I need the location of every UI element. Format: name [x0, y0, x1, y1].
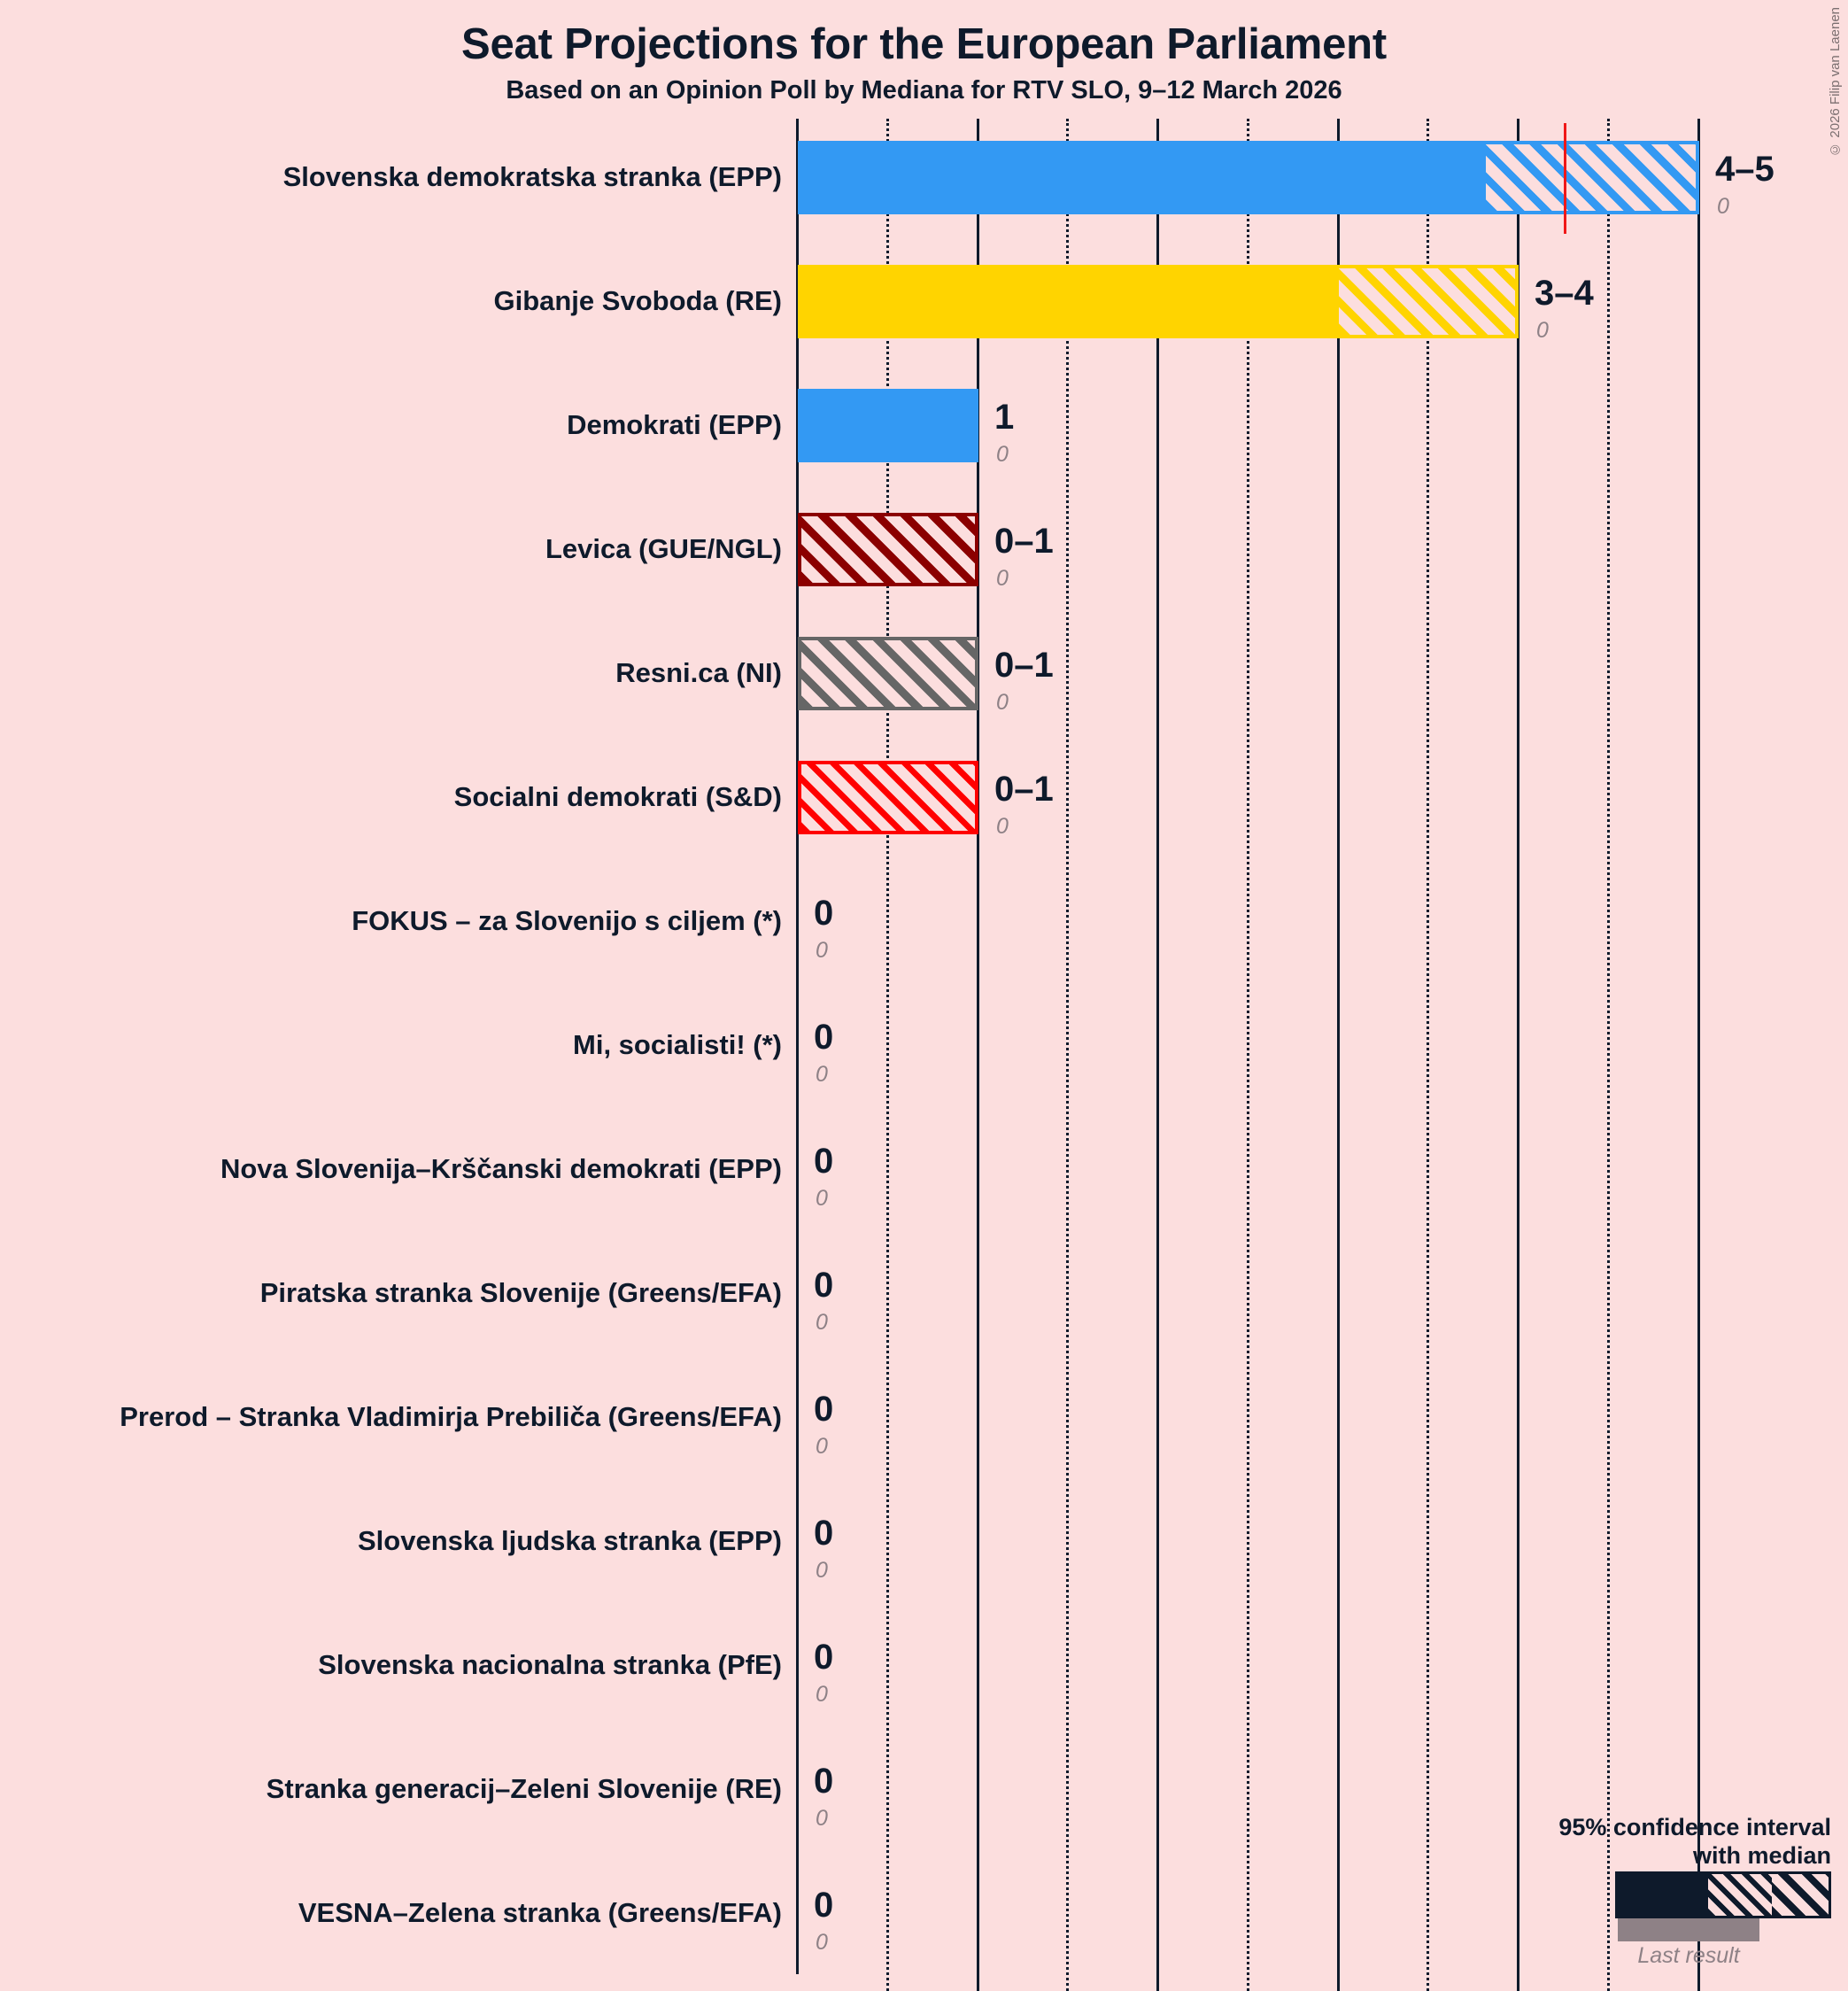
legend-crosshatch-segment	[1708, 1874, 1772, 1916]
bar-6	[798, 761, 978, 834]
legend-caption-line2: with median	[1692, 1841, 1831, 1869]
party-label: Prerod – Stranka Vladimirja Prebiliča (G…	[120, 1400, 782, 1432]
bar-1	[798, 141, 1699, 214]
last-result-value: 0	[996, 565, 1009, 591]
party-label: FOKUS – za Slovenijo s ciljem (*)	[352, 904, 782, 936]
bar-median-segment	[798, 265, 1339, 338]
last-result-value: 0	[816, 1185, 828, 1211]
last-result-value: 0	[816, 937, 828, 963]
legend-hatch-segment	[1772, 1874, 1829, 1916]
y-axis-line	[796, 119, 799, 1974]
x-gridline-3_5	[1427, 119, 1429, 1991]
bar-median-segment	[798, 141, 1486, 214]
party-label: Slovenska demokratska stranka (EPP)	[282, 160, 782, 192]
value-label: 0–1	[994, 645, 1054, 685]
party-label: Piratska stranka Slovenije (Greens/EFA)	[259, 1276, 782, 1308]
bar-ci-segment	[1486, 141, 1699, 214]
bar-4	[798, 513, 978, 586]
last-result-value: 0	[816, 1433, 828, 1459]
value-label: 1	[994, 397, 1015, 437]
value-label: 0	[814, 1761, 834, 1801]
last-result-value: 0	[996, 813, 1009, 839]
value-label: 3–4	[1535, 273, 1594, 313]
value-label: 0	[814, 1389, 834, 1429]
value-label: 0–1	[994, 521, 1054, 561]
party-label: VESNA–Zelena stranka (Greens/EFA)	[298, 1896, 782, 1928]
value-label: 0	[814, 1513, 834, 1553]
last-result-value: 0	[816, 1309, 828, 1335]
bar-median-segment	[798, 389, 978, 462]
value-label: 0	[814, 1141, 834, 1181]
x-gridline-2_5	[1247, 119, 1249, 1991]
x-gridline-0_5	[886, 119, 889, 1991]
value-label: 0	[814, 1017, 834, 1057]
x-gridline-5	[1697, 119, 1700, 1991]
value-label: 0	[814, 1637, 834, 1677]
value-label: 0–1	[994, 769, 1054, 809]
value-label: 0	[814, 1265, 834, 1305]
x-gridline-2	[1156, 119, 1159, 1991]
legend-last-result-bar	[1618, 1918, 1759, 1941]
value-label: 4–5	[1715, 149, 1775, 189]
median-marker	[1564, 123, 1566, 234]
last-result-value: 0	[816, 1805, 828, 1831]
last-result-value: 0	[816, 1061, 828, 1087]
party-label: Slovenska nacionalna stranka (PfE)	[318, 1648, 782, 1680]
page-title: Seat Projections for the European Parlia…	[461, 20, 1387, 68]
last-result-value: 0	[996, 441, 1009, 467]
bar-ci-segment	[798, 761, 978, 834]
bar-2	[798, 265, 1519, 338]
last-result-value: 0	[816, 1681, 828, 1707]
party-label: Socialni demokrati (S&D)	[453, 780, 782, 812]
legend-last-result-label: Last result	[1637, 1943, 1740, 1968]
bar-5	[798, 637, 978, 710]
party-label: Gibanje Svoboda (RE)	[493, 284, 782, 316]
last-result-value: 0	[816, 1929, 828, 1955]
bar-ci-segment	[798, 513, 978, 586]
party-label: Demokrati (EPP)	[567, 408, 782, 440]
last-result-value: 0	[996, 689, 1009, 715]
legend-ci-bar	[1615, 1871, 1831, 1918]
page-subtitle: Based on an Opinion Poll by Mediana for …	[506, 76, 1342, 105]
x-gridline-1	[977, 119, 979, 1991]
party-label: Nova Slovenija–Krščanski demokrati (EPP)	[220, 1152, 782, 1184]
bar-ci-segment	[1339, 265, 1519, 338]
party-label: Mi, socialisti! (*)	[573, 1028, 782, 1060]
party-label: Slovenska ljudska stranka (EPP)	[358, 1524, 782, 1556]
x-gridline-1_5	[1066, 119, 1069, 1991]
x-gridline-4_5	[1607, 119, 1610, 1991]
legend-caption: 95% confidence interval with median	[1558, 1814, 1831, 1871]
party-label: Stranka generacij–Zeleni Slovenije (RE)	[266, 1772, 782, 1804]
party-label: Resni.ca (NI)	[615, 656, 782, 688]
last-result-value: 0	[1717, 193, 1729, 219]
last-result-value: 0	[816, 1557, 828, 1583]
party-label: Levica (GUE/NGL)	[545, 532, 782, 564]
bar-3	[798, 389, 978, 462]
x-gridline-4	[1517, 119, 1519, 1991]
value-label: 0	[814, 1885, 834, 1925]
legend-caption-line1: 95% confidence interval	[1558, 1814, 1831, 1840]
last-result-value: 0	[1536, 317, 1549, 343]
bar-ci-segment	[798, 637, 978, 710]
value-label: 0	[814, 893, 834, 933]
x-gridline-3	[1337, 119, 1340, 1991]
